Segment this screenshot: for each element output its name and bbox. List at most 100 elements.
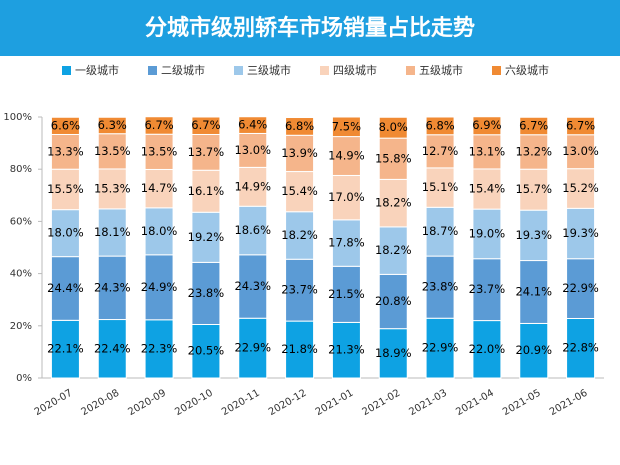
bar-segment <box>331 116 361 138</box>
bar-segment <box>519 116 549 136</box>
data-label: 18.2% <box>281 228 318 242</box>
bar-segment <box>238 116 268 134</box>
bar-segment <box>144 116 174 135</box>
bar-segment <box>519 260 549 324</box>
x-tick-label: 2021-05 <box>501 388 543 418</box>
data-label: 13.0% <box>562 144 599 158</box>
data-label: 6.8% <box>425 118 454 132</box>
bar-segment <box>285 171 315 213</box>
x-tick-label: 2020-10 <box>173 388 215 418</box>
legend-label: 三级城市 <box>247 63 291 77</box>
data-label: 15.2% <box>562 181 599 195</box>
data-label: 14.7% <box>141 181 178 195</box>
bar-segment <box>566 134 596 170</box>
legend-label: 五级城市 <box>419 63 463 77</box>
bar-segment <box>97 208 127 257</box>
bar-segment <box>519 209 549 262</box>
data-label: 14.9% <box>328 149 365 163</box>
bar-segment <box>378 116 408 139</box>
data-label: 13.5% <box>94 144 131 158</box>
data-label: 13.7% <box>188 145 225 159</box>
x-tick-label: 2020-12 <box>267 388 309 418</box>
bar-segment <box>97 168 127 210</box>
data-label: 18.0% <box>141 224 178 238</box>
data-label: 7.5% <box>332 119 361 133</box>
x-tick-label: 2021-06 <box>548 388 590 418</box>
data-label: 17.0% <box>328 190 365 204</box>
bar-segment <box>519 134 549 170</box>
bar-segment <box>472 258 502 322</box>
y-tick-label: 100% <box>3 112 32 123</box>
bar-segment <box>425 206 455 257</box>
x-tick-label: 2021-03 <box>407 388 449 418</box>
data-label: 21.5% <box>328 287 365 301</box>
data-label: 13.0% <box>234 143 271 157</box>
x-tick-label: 2021-01 <box>314 388 356 418</box>
x-tick-label: 2021-02 <box>361 388 403 418</box>
bar-segment <box>519 168 549 211</box>
bar-segment <box>566 168 596 209</box>
data-label: 17.8% <box>328 236 365 250</box>
data-label: 22.0% <box>469 342 506 356</box>
bar-segment <box>472 134 502 170</box>
data-label: 24.3% <box>234 279 271 293</box>
data-label: 19.2% <box>188 230 225 244</box>
data-label: 23.8% <box>188 286 225 300</box>
data-label: 15.5% <box>47 182 84 196</box>
data-label: 13.5% <box>141 144 178 158</box>
data-label: 6.9% <box>472 118 501 132</box>
data-label: 6.7% <box>191 118 220 132</box>
bar-segment <box>285 320 315 379</box>
y-tick-label: 40% <box>10 269 32 280</box>
y-tick-label: 80% <box>10 164 32 175</box>
y-tick-label: 20% <box>10 321 32 332</box>
data-label: 6.7% <box>144 118 173 132</box>
legend-swatch <box>148 66 157 75</box>
bar-segment <box>191 116 221 135</box>
data-label: 18.0% <box>47 226 84 240</box>
data-label: 15.3% <box>94 181 131 195</box>
bar-segment <box>285 134 315 173</box>
data-label: 18.9% <box>375 346 412 360</box>
legend-swatch <box>62 66 71 75</box>
data-label: 18.2% <box>375 196 412 210</box>
data-label: 18.6% <box>234 223 271 237</box>
data-label: 6.7% <box>519 119 548 133</box>
data-label: 14.9% <box>234 179 271 193</box>
bar-segment <box>191 211 221 263</box>
bar-segment <box>331 321 361 379</box>
bar-segment <box>144 207 174 256</box>
y-tick-label: 0% <box>16 373 32 384</box>
bar-segment <box>566 317 596 379</box>
data-label: 6.8% <box>285 119 314 133</box>
x-tick-label: 2020-11 <box>220 388 262 418</box>
bar-segment <box>191 169 221 213</box>
bar-segment <box>566 116 596 136</box>
bar-segment <box>519 322 549 379</box>
x-tick-label: 2021-04 <box>454 388 496 418</box>
bar-segment <box>238 166 268 207</box>
data-label: 24.3% <box>94 280 131 294</box>
bar-segment <box>285 211 315 260</box>
bar-segment <box>566 258 596 319</box>
data-label: 20.8% <box>375 294 412 308</box>
x-tick-label: 2020-08 <box>80 388 122 418</box>
data-label: 12.7% <box>422 144 459 158</box>
bar-segment <box>97 255 127 321</box>
bar-segment <box>472 116 502 136</box>
legend-label: 二级城市 <box>161 63 205 77</box>
bar-segment <box>425 167 455 208</box>
bar-segment <box>50 209 80 258</box>
bar-segment <box>50 133 80 170</box>
data-label: 6.7% <box>566 119 595 133</box>
data-label: 8.0% <box>379 120 408 134</box>
data-label: 15.8% <box>375 151 412 165</box>
data-label: 24.4% <box>47 281 84 295</box>
legend-swatch <box>492 66 501 75</box>
title-bar <box>0 0 620 56</box>
bar-segment <box>144 133 174 170</box>
data-label: 15.4% <box>469 182 506 196</box>
data-label: 13.1% <box>469 144 506 158</box>
data-label: 22.8% <box>562 341 599 355</box>
